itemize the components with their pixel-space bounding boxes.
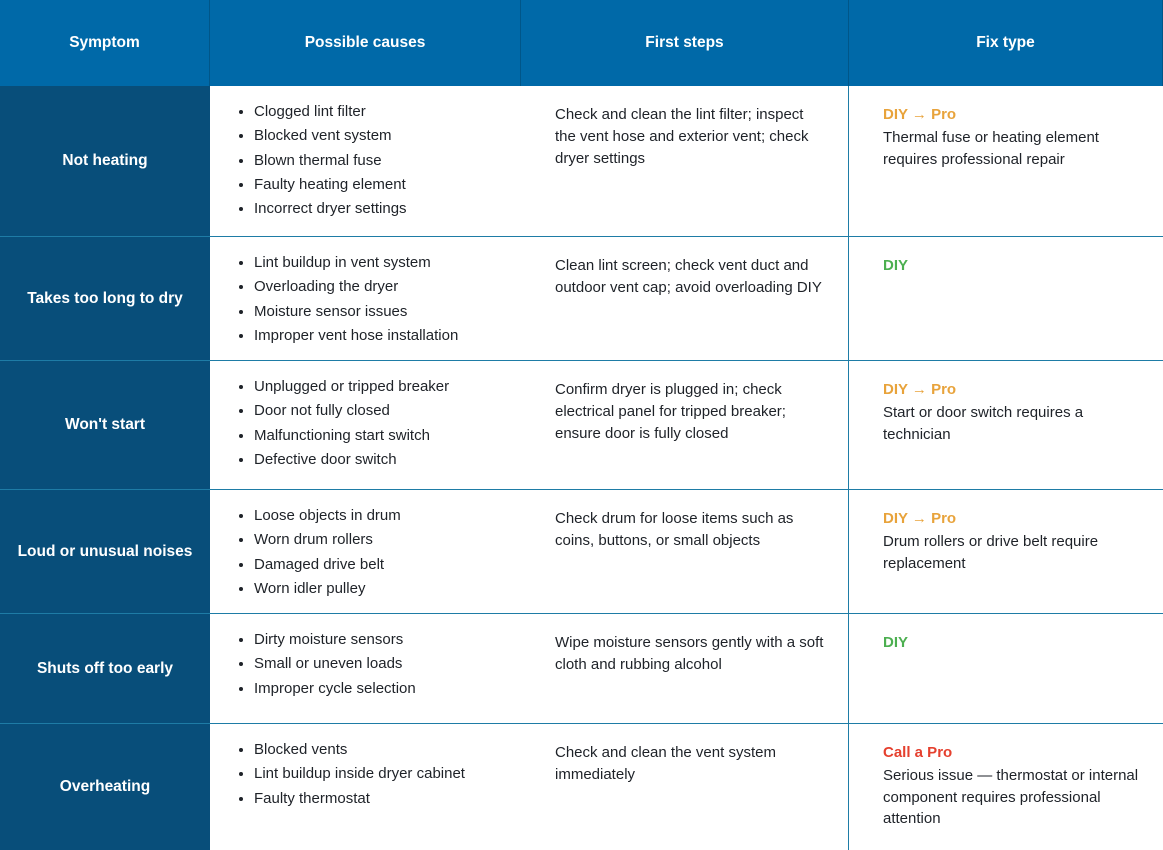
fix-description: Drum rollers or drive belt require repla… [883,532,1099,572]
fix-type-cell: DIY → Pro Start or door switch requires … [849,360,1163,489]
causes-list: Blocked vents Lint buildup inside dryer … [236,738,505,811]
cause-item: Defective door switch [254,448,505,472]
first-steps-cell: Clean lint screen; check vent duct and o… [521,236,849,360]
fix-label: DIY → Pro [883,510,957,527]
causes-list: Clogged lint filter Blocked vent system … [236,100,505,221]
cause-item: Malfunctioning start switch [254,424,505,448]
cause-item: Moisture sensor issues [254,300,505,324]
fix-type-cell: DIY [849,236,1163,360]
first-steps-text: Wipe moisture sensors gently with a soft… [555,634,824,673]
first-steps-cell: Check and clean the lint filter; inspect… [521,86,849,236]
fix-label: DIY [883,634,909,651]
cause-item: Damaged drive belt [254,553,505,577]
cause-item: Faulty thermostat [254,787,505,811]
cause-item: Blocked vent system [254,124,505,148]
cause-item: Incorrect dryer settings [254,197,505,221]
symptom-cell: Loud or unusual noises [0,489,210,613]
cause-item: Dirty moisture sensors [254,628,505,652]
causes-cell: Unplugged or tripped breaker Door not fu… [210,360,521,489]
symptom-cell: Overheating [0,723,210,850]
causes-list: Dirty moisture sensors Small or uneven l… [236,628,505,701]
cause-item: Worn idler pulley [254,577,505,601]
first-steps-text: Check and clean the lint filter; inspect… [555,106,809,167]
causes-cell: Clogged lint filter Blocked vent system … [210,86,521,236]
first-steps-text: Clean lint screen; check vent duct and o… [555,257,822,296]
first-steps-text: Check drum for loose items such as coins… [555,510,794,549]
symptom-cell: Not heating [0,86,210,236]
header-cell-first-steps: First steps [521,0,849,86]
fix-description: Start or door switch requires a technici… [883,403,1084,443]
first-steps-cell: Check and clean the vent system immediat… [521,723,849,850]
first-steps-text: Check and clean the vent system immediat… [555,744,776,783]
cause-item: Lint buildup inside dryer cabinet [254,762,505,786]
causes-cell: Dirty moisture sensors Small or uneven l… [210,613,521,723]
fix-label: DIY → Pro [883,106,957,123]
cause-item: Improper cycle selection [254,677,505,701]
cause-item: Blown thermal fuse [254,149,505,173]
fix-type-cell: Call a Pro Serious issue — thermostat or… [849,723,1163,850]
cause-item: Unplugged or tripped breaker [254,375,505,399]
causes-cell: Lint buildup in vent system Overloading … [210,236,521,360]
cause-item: Loose objects in drum [254,504,505,528]
cause-item: Clogged lint filter [254,100,505,124]
symptom-cell: Shuts off too early [0,613,210,723]
first-steps-text: Confirm dryer is plugged in; check elect… [555,381,786,442]
cause-item: Worn drum rollers [254,528,505,552]
cause-item: Lint buildup in vent system [254,251,505,275]
first-steps-cell: Wipe moisture sensors gently with a soft… [521,613,849,723]
header-cell-symptom: Symptom [0,0,210,86]
causes-list: Loose objects in drum Worn drum rollers … [236,504,505,601]
fix-description: Thermal fuse or heating element requires… [883,128,1099,168]
cause-item: Door not fully closed [254,399,505,423]
first-steps-cell: Check drum for loose items such as coins… [521,489,849,613]
fix-label: DIY → Pro [883,381,957,398]
header-cell-possible-causes: Possible causes [210,0,521,86]
cause-item: Overloading the dryer [254,275,505,299]
fix-type-cell: DIY → Pro Drum rollers or drive belt req… [849,489,1163,613]
fix-label: Call a Pro [883,744,953,761]
cause-item: Blocked vents [254,738,505,762]
causes-cell: Loose objects in drum Worn drum rollers … [210,489,521,613]
fix-description: Serious issue — thermostat or internal c… [883,766,1139,828]
fix-type-cell: DIY → Pro Thermal fuse or heating elemen… [849,86,1163,236]
fix-type-cell: DIY [849,613,1163,723]
causes-list: Unplugged or tripped breaker Door not fu… [236,375,505,472]
causes-list: Lint buildup in vent system Overloading … [236,251,505,348]
header-cell-fix-type: Fix type [849,0,1163,86]
fix-label: DIY [883,257,909,274]
cause-item: Faulty heating element [254,173,505,197]
cause-item: Improper vent hose installation [254,324,505,348]
symptom-cell: Takes too long to dry [0,236,210,360]
cause-item: Small or uneven loads [254,652,505,676]
causes-cell: Blocked vents Lint buildup inside dryer … [210,723,521,850]
symptom-cell: Won't start [0,360,210,489]
first-steps-cell: Confirm dryer is plugged in; check elect… [521,360,849,489]
